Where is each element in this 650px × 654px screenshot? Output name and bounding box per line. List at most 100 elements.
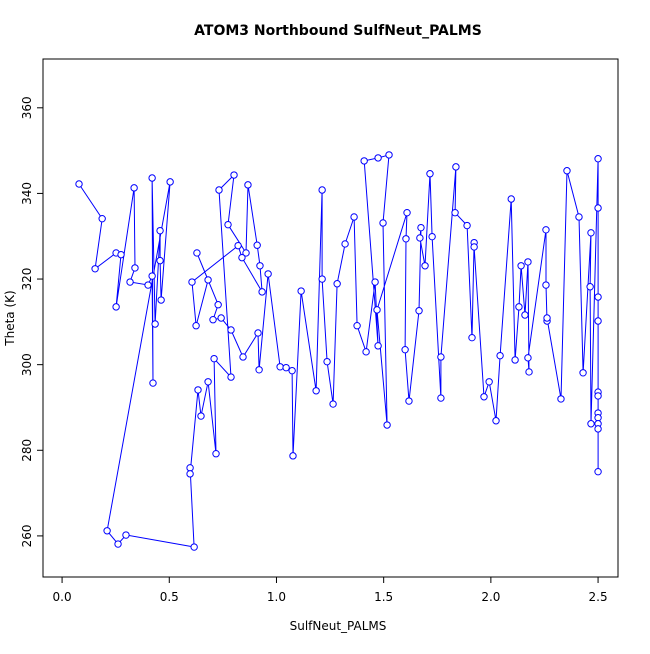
data-point (204, 276, 212, 284)
data-point (131, 264, 139, 272)
data-point (480, 393, 488, 401)
data-point (485, 378, 493, 386)
data-point (318, 186, 326, 194)
data-point (437, 353, 445, 361)
data-point (586, 283, 594, 291)
data-point (239, 353, 247, 361)
y-tick-label: 340 (20, 182, 34, 205)
data-point (234, 241, 242, 250)
data-point (242, 249, 250, 257)
data-point (579, 369, 587, 377)
data-point (415, 307, 423, 315)
data-point (405, 397, 413, 405)
data-point (297, 287, 305, 295)
data-point (318, 275, 326, 283)
data-point (594, 317, 602, 325)
y-tick-label: 300 (20, 353, 34, 376)
data-point (114, 540, 122, 548)
data-point (244, 181, 252, 189)
y-tick-label: 320 (20, 268, 34, 291)
data-point (194, 386, 202, 394)
data-point (575, 213, 583, 221)
data-point (524, 354, 532, 362)
x-tick-label: 1.5 (374, 590, 393, 604)
data-point (130, 184, 138, 192)
data-point (227, 326, 235, 334)
data-point (525, 368, 533, 376)
data-point (542, 226, 550, 234)
data-point (151, 320, 159, 328)
y-tick-label: 260 (20, 524, 34, 547)
data-point (329, 400, 337, 408)
data-point (594, 392, 602, 400)
data-point (288, 366, 296, 375)
data-point (403, 208, 411, 217)
data-point (91, 265, 99, 273)
x-tick-label: 1.0 (267, 590, 286, 604)
data-point (253, 241, 261, 249)
data-point (255, 366, 263, 374)
data-point (209, 316, 217, 324)
data-point (379, 219, 387, 227)
data-point (188, 278, 196, 286)
plot-frame (42, 58, 619, 578)
data-point (374, 342, 382, 350)
data-point (341, 240, 349, 248)
data-point (333, 280, 341, 288)
y-tick-label: 360 (20, 96, 34, 119)
data-point (543, 314, 551, 322)
data-point (193, 249, 201, 257)
data-point (238, 253, 246, 262)
data-point (214, 301, 222, 309)
data-point (492, 417, 500, 425)
data-point (186, 464, 194, 472)
y-axis-label: Theta (K) (3, 290, 17, 346)
data-point (276, 363, 284, 371)
data-point (98, 214, 106, 223)
data-point (557, 395, 565, 403)
data-point (437, 394, 445, 402)
data-point (103, 527, 111, 535)
data-point (289, 452, 297, 460)
data-point (542, 281, 550, 289)
data-point (373, 306, 381, 314)
data-point (148, 272, 156, 280)
data-point (517, 262, 525, 270)
x-tick-label: 2.5 (589, 590, 608, 604)
data-point (594, 414, 602, 422)
data-point (144, 281, 152, 289)
data-point (360, 157, 368, 165)
data-point (515, 303, 523, 311)
data-point (587, 229, 595, 237)
data-point (594, 204, 602, 212)
data-point (594, 467, 602, 476)
data-point (452, 163, 460, 171)
data-point (217, 314, 225, 322)
x-axis-label: SulfNeut_PALMS (290, 619, 387, 633)
data-point (417, 223, 425, 232)
data-point (511, 356, 519, 364)
data-point (507, 195, 515, 203)
data-point (594, 293, 602, 301)
data-point (258, 288, 266, 296)
data-point (383, 421, 391, 429)
data-point (204, 378, 212, 386)
x-tick-label: 0.5 (160, 590, 179, 604)
data-point (192, 322, 200, 330)
data-point (371, 278, 379, 286)
data-point (126, 278, 134, 286)
data-point (157, 296, 165, 304)
data-point (156, 226, 164, 235)
data-point (426, 170, 434, 178)
data-point (197, 412, 205, 420)
data-point (224, 220, 232, 229)
data-point (264, 270, 272, 278)
data-point (166, 178, 174, 186)
data-point (254, 329, 262, 337)
data-point (451, 208, 459, 217)
data-point (350, 213, 358, 221)
data-point (212, 450, 220, 458)
data-point (112, 303, 120, 311)
data-point (323, 357, 331, 366)
data-point (421, 262, 429, 270)
